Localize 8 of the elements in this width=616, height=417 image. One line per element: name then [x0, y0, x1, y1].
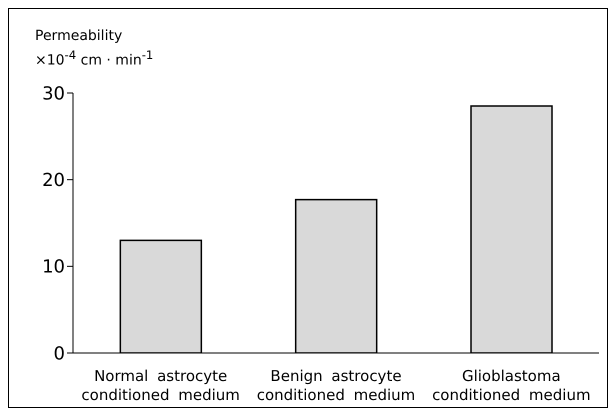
y-tick-label: 10 — [42, 256, 65, 278]
x-tick-label: Normal astrocyte conditioned medium — [81, 367, 240, 404]
x-tick-label: Glioblastoma conditioned medium — [432, 367, 591, 404]
y-tick-label: 0 — [54, 343, 65, 364]
y-tick-label: 20 — [42, 170, 65, 192]
y-axis-title: Permeability ×10$^{-4}$ cm · min$^{-1}$ — [35, 27, 154, 71]
x-tick-label: Benign astrocyte conditioned medium — [256, 367, 416, 404]
y-tick-label: 30 — [42, 83, 65, 104]
